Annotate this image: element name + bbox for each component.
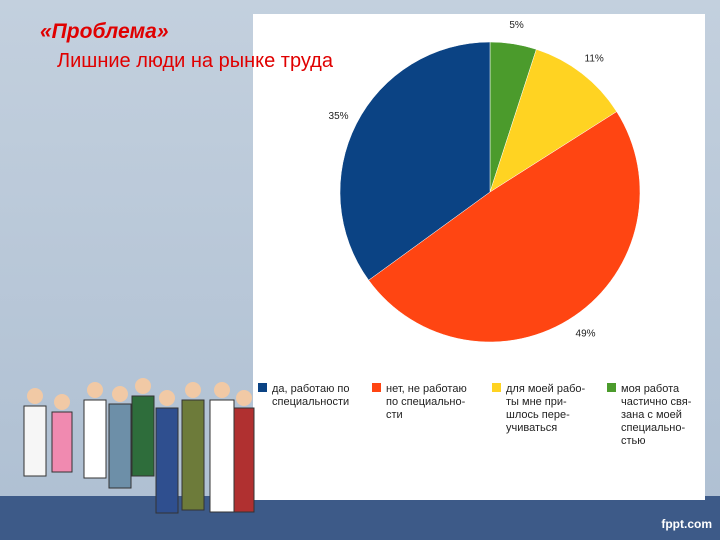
legend-label: да, работаю по специальности [272, 383, 349, 408]
legend-line: стью [621, 435, 646, 447]
legend-swatch [372, 383, 381, 392]
legend-line: зана с моей [621, 409, 682, 421]
legend-line: частично свя- [621, 396, 692, 408]
legend-line: специально- [621, 422, 685, 434]
legend-line: да, работаю по [272, 383, 349, 395]
legend-label: нет, не работаю по специально-сти [386, 383, 467, 421]
pie-slice [368, 111, 641, 343]
pie-slice [489, 49, 617, 193]
legend-line: для моей рабо- [506, 383, 586, 395]
footer-text: fppt.com [661, 517, 712, 531]
legend-swatch [258, 383, 267, 392]
people-illustration [23, 378, 255, 514]
legend-swatch [492, 383, 501, 392]
data-label: 11% [585, 54, 604, 65]
data-label: 49% [576, 329, 596, 340]
legend-line: по специально- [386, 396, 466, 408]
legend-line: моя работа [621, 383, 680, 395]
subtitle: Лишние люди на рынке труда [57, 50, 333, 72]
legend-line: учиваться [506, 422, 557, 434]
legend-line: сти [386, 409, 403, 421]
legend-line: ты мне при- [506, 396, 567, 408]
legend-swatch [607, 383, 616, 392]
pie-slice [339, 41, 491, 281]
legend-label: для моей рабо-ты мне при-шлось пере-учив… [506, 383, 586, 434]
data-label: 35% [329, 111, 349, 122]
title: «Проблема» [40, 20, 169, 43]
data-label: 5% [509, 20, 524, 31]
legend-line: шлось пере- [506, 409, 570, 421]
legend-line: нет, не работаю [386, 383, 467, 395]
footer-band [0, 496, 720, 540]
legend-label: моя работа частично свя-зана с моей специа… [621, 383, 692, 447]
legend-line: специальности [272, 396, 349, 408]
